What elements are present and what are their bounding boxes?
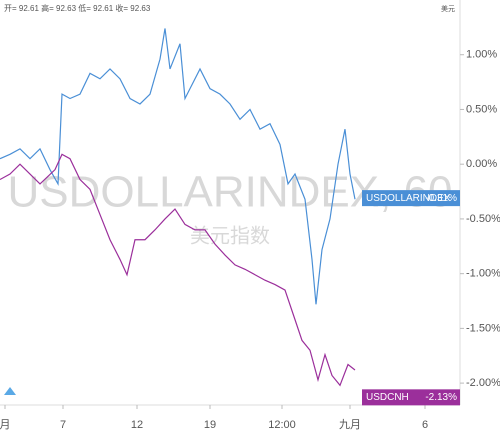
ohlc-header: 开= 92.61 高= 92.63 低= 92.61 收= 92.63 [4, 3, 151, 13]
end-label-box [362, 190, 460, 207]
x-tick-label: 19 [204, 419, 216, 431]
y-tick-label: -0.50% [466, 213, 500, 225]
logo [4, 387, 16, 395]
end-label-box [362, 389, 460, 406]
x-tick-label: 九月 [339, 418, 361, 431]
end-label-name: USDOLLARINDEX [366, 193, 451, 204]
end-label-name: USDCNH [366, 392, 409, 403]
end-label-value: -2.13% [425, 392, 457, 403]
series-line [0, 28, 356, 305]
x-tick-label: 7 [60, 419, 66, 431]
corner-label: 美元 [441, 4, 455, 13]
end-label-value: -0.31% [425, 193, 457, 204]
x-tick-label: 12:00 [268, 419, 296, 431]
y-tick-label: 0.50% [466, 103, 497, 115]
watermark-sub: 美元指数 [190, 224, 270, 248]
x-tick-label: 12 [131, 419, 143, 431]
x-tick-label: 6 [422, 419, 428, 431]
y-tick-label: -2.00% [466, 377, 500, 389]
series-line [0, 153, 356, 387]
y-tick-label: -1.50% [466, 322, 500, 334]
y-tick-label: 1.00% [466, 49, 497, 61]
y-tick-label: 0.00% [466, 158, 497, 170]
x-tick-label: 月 [0, 419, 11, 431]
y-tick-label: -1.00% [466, 268, 500, 280]
